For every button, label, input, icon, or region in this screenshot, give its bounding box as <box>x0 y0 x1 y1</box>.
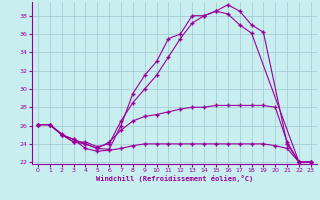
X-axis label: Windchill (Refroidissement éolien,°C): Windchill (Refroidissement éolien,°C) <box>96 175 253 182</box>
